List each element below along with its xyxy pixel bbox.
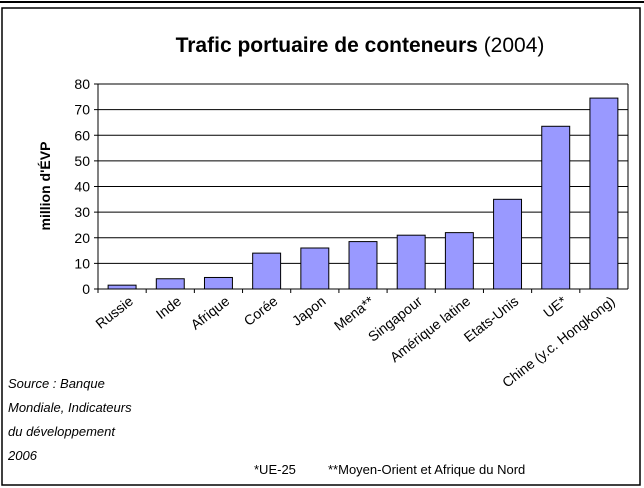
x-tick-label: Afrique	[187, 293, 232, 333]
x-tick-label: Inde	[153, 293, 184, 323]
source-line: du développement	[8, 424, 116, 439]
y-tick-label: 80	[74, 76, 90, 92]
bar	[300, 247, 330, 290]
y-tick-label: 70	[74, 102, 90, 118]
bar	[252, 252, 282, 290]
bar	[541, 125, 571, 290]
bar	[203, 276, 233, 290]
y-axis-label: million d'ÉVP	[37, 142, 53, 231]
bar	[155, 278, 185, 290]
y-tick-label: 50	[74, 153, 90, 169]
x-tick-label: Etats-Unis	[461, 293, 522, 345]
y-tick-label: 20	[74, 230, 90, 246]
footnote: **Moyen-Orient et Afrique du Nord	[328, 462, 525, 477]
bar	[348, 241, 378, 290]
title-note: (2004)	[484, 34, 545, 57]
source-line: 2006	[7, 448, 38, 463]
bar	[396, 234, 426, 290]
title-main: Trafic portuaire de conteneurs	[176, 34, 478, 57]
frame	[1, 7, 641, 486]
chart-title: Trafic portuaire de conteneurs (2004)	[176, 34, 545, 57]
bar	[444, 232, 474, 290]
bar	[589, 97, 619, 290]
y-tick-label: 30	[74, 204, 90, 220]
y-tick-label: 0	[82, 281, 90, 297]
footnote: *UE-25	[254, 462, 296, 477]
x-tick-label: UE*	[540, 292, 570, 320]
x-tick-label: Russie	[92, 293, 136, 332]
source-line: Source : Banque	[8, 376, 105, 391]
y-tick-label: 10	[74, 255, 90, 271]
x-tick-label: Corée	[241, 293, 281, 329]
y-tick-label: 40	[74, 179, 90, 195]
x-tick-label: Japon	[289, 293, 329, 329]
bar	[107, 284, 137, 290]
y-tick-label: 60	[74, 127, 90, 143]
source-line: Mondiale, Indicateurs	[8, 400, 132, 415]
x-tick-label: Amérique latine	[387, 293, 474, 366]
bar	[493, 198, 523, 290]
